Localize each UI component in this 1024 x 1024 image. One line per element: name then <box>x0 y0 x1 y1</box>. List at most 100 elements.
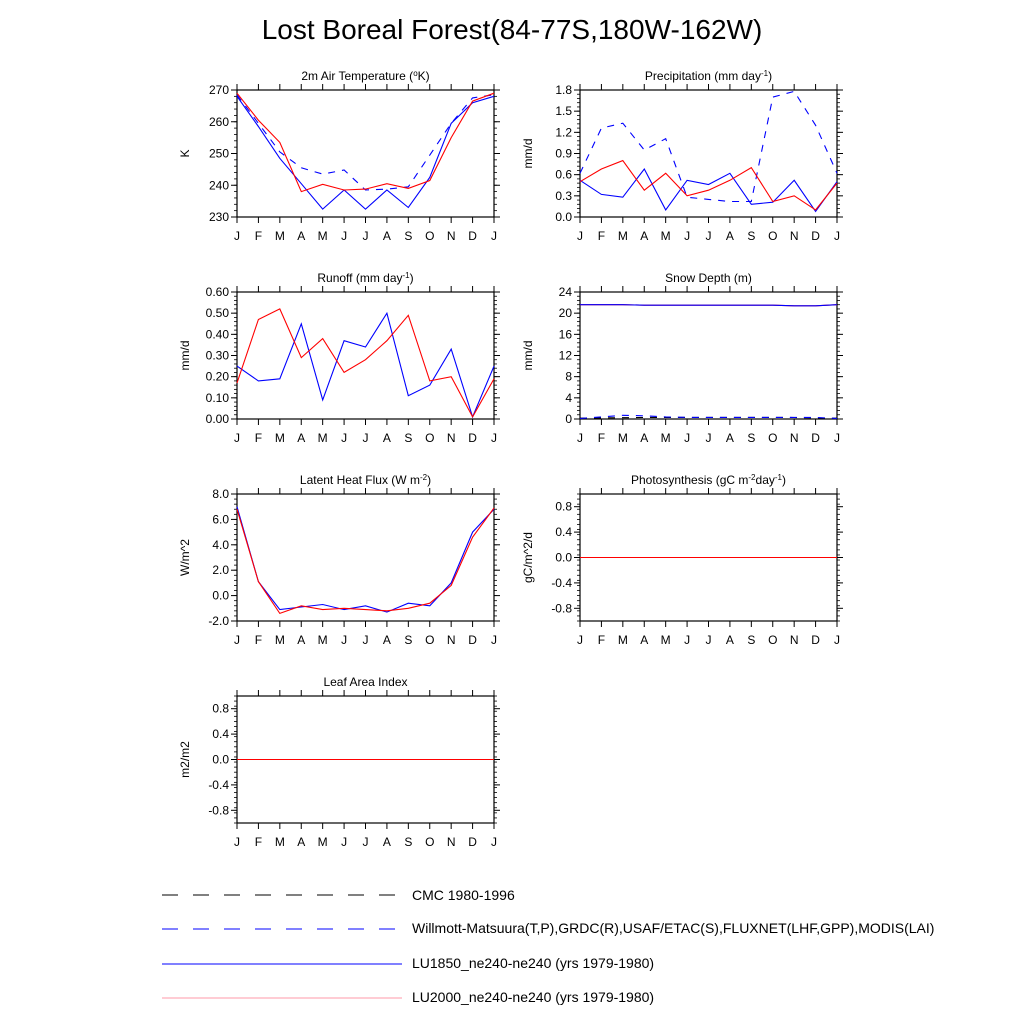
x-tick-label: M <box>275 229 285 243</box>
x-tick-label: A <box>640 229 648 243</box>
x-tick-label: N <box>447 431 456 445</box>
x-tick-label: J <box>363 229 369 243</box>
x-tick-label: F <box>255 431 262 445</box>
y-axis-label: m2/m2 <box>178 741 192 778</box>
x-tick-label: D <box>811 229 820 243</box>
x-tick-label: M <box>661 633 671 647</box>
panel-title: Runoff (mm day-1) <box>317 271 413 286</box>
y-axis-label: mm/d <box>521 139 535 169</box>
title-sup: -2 <box>748 473 756 482</box>
title-text: Latent Heat Flux (W m <box>300 473 420 487</box>
x-tick-label: F <box>598 229 605 243</box>
y-tick-label: 0.9 <box>555 147 572 161</box>
series-line-0 <box>236 94 495 191</box>
y-tick-label: 240 <box>209 178 229 192</box>
legend-label-lu2000: LU2000_ne240-ne240 (yrs 1979-1980) <box>412 989 655 1005</box>
x-tick-label: O <box>768 229 777 243</box>
x-tick-label: J <box>491 633 497 647</box>
panel-title: Precipitation (mm day-1) <box>645 69 772 84</box>
y-tick-label: 250 <box>209 147 229 161</box>
x-tick-label: S <box>747 633 755 647</box>
y-tick-label: 0.0 <box>212 753 229 767</box>
title-text: ) <box>768 69 772 83</box>
legend-label-obs: Willmott-Matsuura(T,P),GRDC(R),USAF/ETAC… <box>412 920 935 936</box>
x-tick-label: J <box>341 835 347 849</box>
x-tick-label: F <box>598 633 605 647</box>
series-line-0 <box>236 311 495 419</box>
x-tick-label: S <box>747 229 755 243</box>
x-tick-label: J <box>234 835 240 849</box>
title-text: Runoff (mm day <box>317 271 402 285</box>
title-text: ) <box>427 473 431 487</box>
y-tick-label: 6.0 <box>212 512 229 526</box>
x-tick-label: J <box>341 633 347 647</box>
x-tick-label: A <box>640 431 648 445</box>
x-tick-label: A <box>383 431 391 445</box>
x-tick-label: M <box>618 431 628 445</box>
y-tick-label: 0.20 <box>206 370 230 384</box>
x-tick-label: N <box>790 229 799 243</box>
y-tick-label: 0.10 <box>206 391 230 405</box>
y-tick-label: 0.8 <box>212 702 229 716</box>
panel-title: Leaf Area Index <box>323 675 407 689</box>
series-line-1 <box>236 507 495 615</box>
title-text: ) <box>782 473 786 487</box>
y-tick-label: 0.6 <box>555 168 572 182</box>
x-tick-label: A <box>297 229 305 243</box>
y-tick-label: 230 <box>209 210 229 224</box>
y-axis-label: mm/d <box>521 341 535 371</box>
y-tick-label: 0.0 <box>555 551 572 565</box>
y-tick-label: 270 <box>209 83 229 97</box>
x-tick-label: O <box>768 633 777 647</box>
x-tick-label: N <box>790 633 799 647</box>
x-tick-label: J <box>706 633 712 647</box>
x-tick-label: F <box>598 431 605 445</box>
series-line-1 <box>579 414 838 420</box>
x-tick-label: O <box>425 835 434 849</box>
y-tick-label: -0.8 <box>208 803 229 817</box>
x-tick-label: J <box>684 633 690 647</box>
series-line-1 <box>236 308 495 419</box>
x-tick-label: S <box>404 431 412 445</box>
x-tick-label: O <box>425 431 434 445</box>
x-tick-label: A <box>640 633 648 647</box>
x-tick-label: J <box>834 431 840 445</box>
x-tick-label: J <box>341 431 347 445</box>
y-tick-label: 0.0 <box>555 210 572 224</box>
title-sup: o <box>413 69 418 78</box>
y-tick-label: 0.8 <box>555 500 572 514</box>
y-tick-label: 0.30 <box>206 349 230 363</box>
x-tick-label: A <box>383 229 391 243</box>
panel-4: J F M A M J J A S O N D J-2.00.02.04.06.08.0W/m^2Lat… <box>178 473 500 647</box>
y-tick-label: 0.3 <box>555 189 572 203</box>
x-tick-label: A <box>726 431 734 445</box>
x-tick-label: D <box>811 431 820 445</box>
y-tick-label: -0.8 <box>551 601 572 615</box>
x-tick-label: A <box>726 229 734 243</box>
x-tick-label: F <box>255 229 262 243</box>
x-tick-label: M <box>275 835 285 849</box>
x-tick-label: O <box>425 633 434 647</box>
title-sup: -1 <box>775 473 783 482</box>
series-line-1 <box>236 95 495 210</box>
x-tick-label: J <box>706 229 712 243</box>
y-tick-label: 1.5 <box>555 104 572 118</box>
series-line-3 <box>580 304 838 307</box>
x-tick-label: N <box>447 633 456 647</box>
y-axis-label: gC/m^2/d <box>521 532 535 583</box>
x-tick-label: F <box>255 835 262 849</box>
x-tick-label: M <box>318 229 328 243</box>
x-tick-label: J <box>577 431 583 445</box>
x-tick-label: M <box>318 835 328 849</box>
y-tick-label: 8.0 <box>212 487 229 501</box>
x-tick-label: D <box>468 229 477 243</box>
legend-label-cmc: CMC 1980-1996 <box>412 887 515 903</box>
y-tick-label: 0.0 <box>212 589 229 603</box>
x-tick-label: S <box>404 229 412 243</box>
x-tick-label: A <box>297 633 305 647</box>
x-tick-label: M <box>661 431 671 445</box>
y-tick-label: 20 <box>559 306 573 320</box>
y-tick-label: 2.0 <box>212 563 229 577</box>
y-tick-label: 1.2 <box>555 125 572 139</box>
